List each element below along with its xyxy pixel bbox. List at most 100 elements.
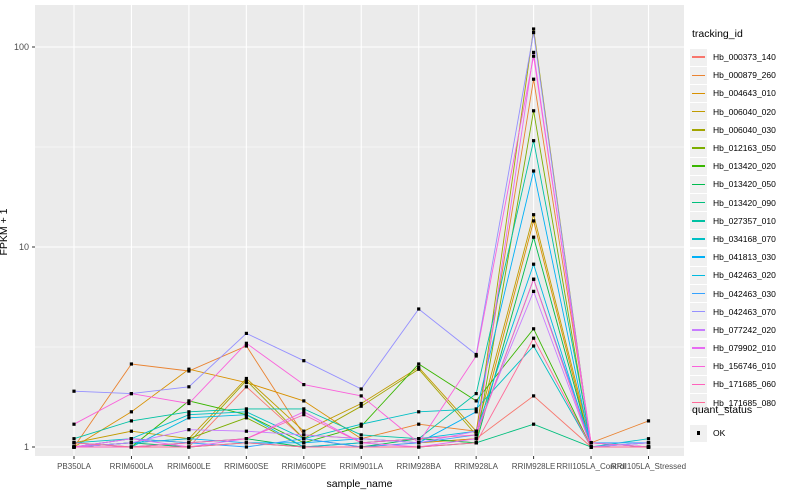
legend-item: Hb_079902_010 bbox=[690, 339, 798, 357]
data-point bbox=[532, 50, 536, 54]
legend-color-line-icon bbox=[692, 292, 705, 295]
legend-item: Hb_012163_050 bbox=[690, 139, 798, 157]
legend-label: Hb_042463_020 bbox=[713, 270, 776, 281]
legend-color-line-icon bbox=[692, 74, 705, 77]
data-point bbox=[532, 289, 536, 293]
legend-key bbox=[690, 375, 707, 393]
data-point bbox=[359, 387, 363, 391]
data-point bbox=[532, 169, 536, 173]
legend-color-line-icon bbox=[692, 238, 705, 240]
data-point bbox=[646, 419, 651, 423]
data-point bbox=[244, 416, 248, 420]
data-point bbox=[129, 437, 133, 441]
data-point bbox=[244, 344, 248, 348]
data-point bbox=[187, 399, 191, 403]
data-point bbox=[244, 381, 248, 385]
data-point bbox=[129, 410, 133, 414]
legend-key bbox=[690, 175, 707, 193]
data-point bbox=[72, 441, 76, 445]
data-point bbox=[417, 367, 421, 371]
data-point bbox=[532, 139, 536, 143]
legend-color-line-icon bbox=[692, 147, 705, 149]
data-point bbox=[417, 441, 421, 445]
legend-label: Hb_006040_030 bbox=[713, 124, 776, 135]
data-point bbox=[244, 341, 248, 345]
data-point bbox=[474, 437, 478, 441]
data-point bbox=[187, 441, 191, 445]
legend-key bbox=[690, 48, 707, 66]
legend-key bbox=[690, 230, 707, 248]
data-point bbox=[187, 367, 191, 371]
legend-key bbox=[690, 157, 707, 175]
data-point bbox=[532, 327, 536, 331]
data-point bbox=[244, 376, 248, 381]
legend-label: Hb_000879_260 bbox=[713, 70, 776, 81]
data-point bbox=[129, 419, 133, 423]
legend-key bbox=[690, 339, 707, 357]
legend-item: Hb_013420_020 bbox=[690, 157, 798, 175]
data-point bbox=[244, 441, 248, 445]
data-point bbox=[187, 428, 191, 432]
ok-marker-key bbox=[690, 424, 707, 442]
data-point bbox=[302, 410, 306, 414]
x-tick-label: RRIM928BA bbox=[396, 462, 441, 471]
data-point bbox=[359, 445, 363, 449]
legend-label: Hb_079902_010 bbox=[713, 343, 776, 354]
legend-key bbox=[690, 303, 707, 321]
data-point bbox=[72, 389, 76, 393]
data-point bbox=[72, 422, 76, 426]
data-point bbox=[532, 422, 536, 426]
data-point bbox=[474, 407, 478, 411]
data-point bbox=[187, 401, 191, 406]
legend-item: Hb_171685_060 bbox=[690, 375, 798, 393]
data-point bbox=[187, 413, 191, 417]
legend-item: Hb_034168_070 bbox=[690, 230, 798, 248]
legend-item: Hb_171685_080 bbox=[690, 394, 798, 412]
data-point bbox=[474, 433, 478, 437]
x-tick-label: RRIM901LA bbox=[339, 462, 383, 471]
data-point bbox=[474, 429, 478, 433]
legend-quant-status: quant_status OK bbox=[690, 404, 798, 442]
data-point bbox=[474, 441, 478, 445]
y-tick-label: 10 bbox=[19, 242, 29, 252]
legend-key bbox=[690, 121, 707, 139]
legend-tracking-items: Hb_000373_140 Hb_000879_260 Hb_004643_010 H… bbox=[690, 48, 798, 412]
data-point bbox=[532, 344, 536, 348]
legend-label: Hb_027357_010 bbox=[713, 215, 776, 226]
legend-item: Hb_027357_010 bbox=[690, 212, 798, 230]
legend-label: Hb_034168_070 bbox=[713, 233, 776, 244]
data-point bbox=[532, 235, 536, 239]
legend-item: Hb_004643_010 bbox=[690, 84, 798, 102]
data-point bbox=[244, 437, 248, 441]
legend-label: Hb_013420_050 bbox=[713, 179, 776, 190]
data-point bbox=[302, 407, 306, 411]
data-point bbox=[532, 219, 536, 223]
data-point bbox=[532, 336, 536, 340]
data-point bbox=[187, 416, 191, 420]
y-tick-label: 100 bbox=[14, 42, 29, 52]
x-tick-label: RRIM600LA bbox=[110, 462, 154, 471]
legend-color-line-icon bbox=[692, 310, 705, 313]
legend-label: Hb_171685_080 bbox=[713, 397, 776, 408]
legend-key bbox=[690, 103, 707, 121]
legend-label: Hb_077242_020 bbox=[713, 324, 776, 335]
legend-color-line-icon bbox=[692, 274, 705, 277]
data-point bbox=[302, 429, 306, 433]
y-axis-title: FPKM + 1 bbox=[0, 209, 10, 256]
data-point bbox=[244, 378, 248, 383]
black-square-icon bbox=[696, 431, 701, 435]
data-point bbox=[359, 441, 363, 445]
data-point bbox=[532, 27, 536, 31]
legend-color-line-icon bbox=[692, 383, 705, 386]
data-point bbox=[302, 399, 306, 403]
data-point bbox=[417, 362, 421, 366]
legend-quant-title: quant_status bbox=[692, 404, 753, 416]
x-tick-label: PB350LA bbox=[57, 462, 91, 471]
legend-item: Hb_000373_140 bbox=[690, 48, 798, 66]
data-point bbox=[589, 441, 593, 445]
data-point bbox=[302, 441, 306, 445]
data-point bbox=[417, 422, 421, 426]
data-point bbox=[244, 413, 248, 417]
legend-key bbox=[690, 394, 707, 412]
